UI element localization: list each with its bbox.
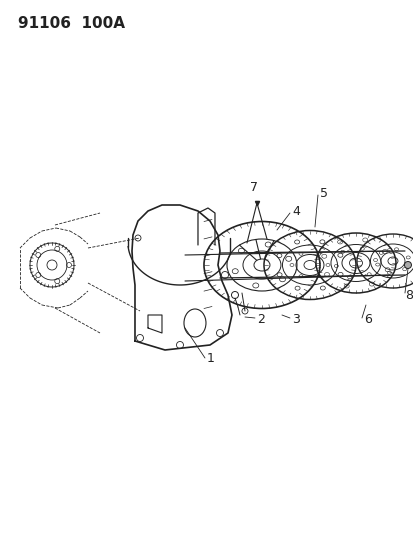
Text: 91106  100A: 91106 100A [18,15,125,30]
Text: 4: 4 [291,205,299,217]
Text: 1: 1 [206,352,214,366]
Text: 6: 6 [363,313,371,327]
Ellipse shape [404,262,411,269]
Text: 2: 2 [256,313,264,327]
Text: 7: 7 [249,181,257,193]
Text: 8: 8 [404,289,412,303]
Text: 3: 3 [291,313,299,327]
Text: 5: 5 [319,187,327,199]
